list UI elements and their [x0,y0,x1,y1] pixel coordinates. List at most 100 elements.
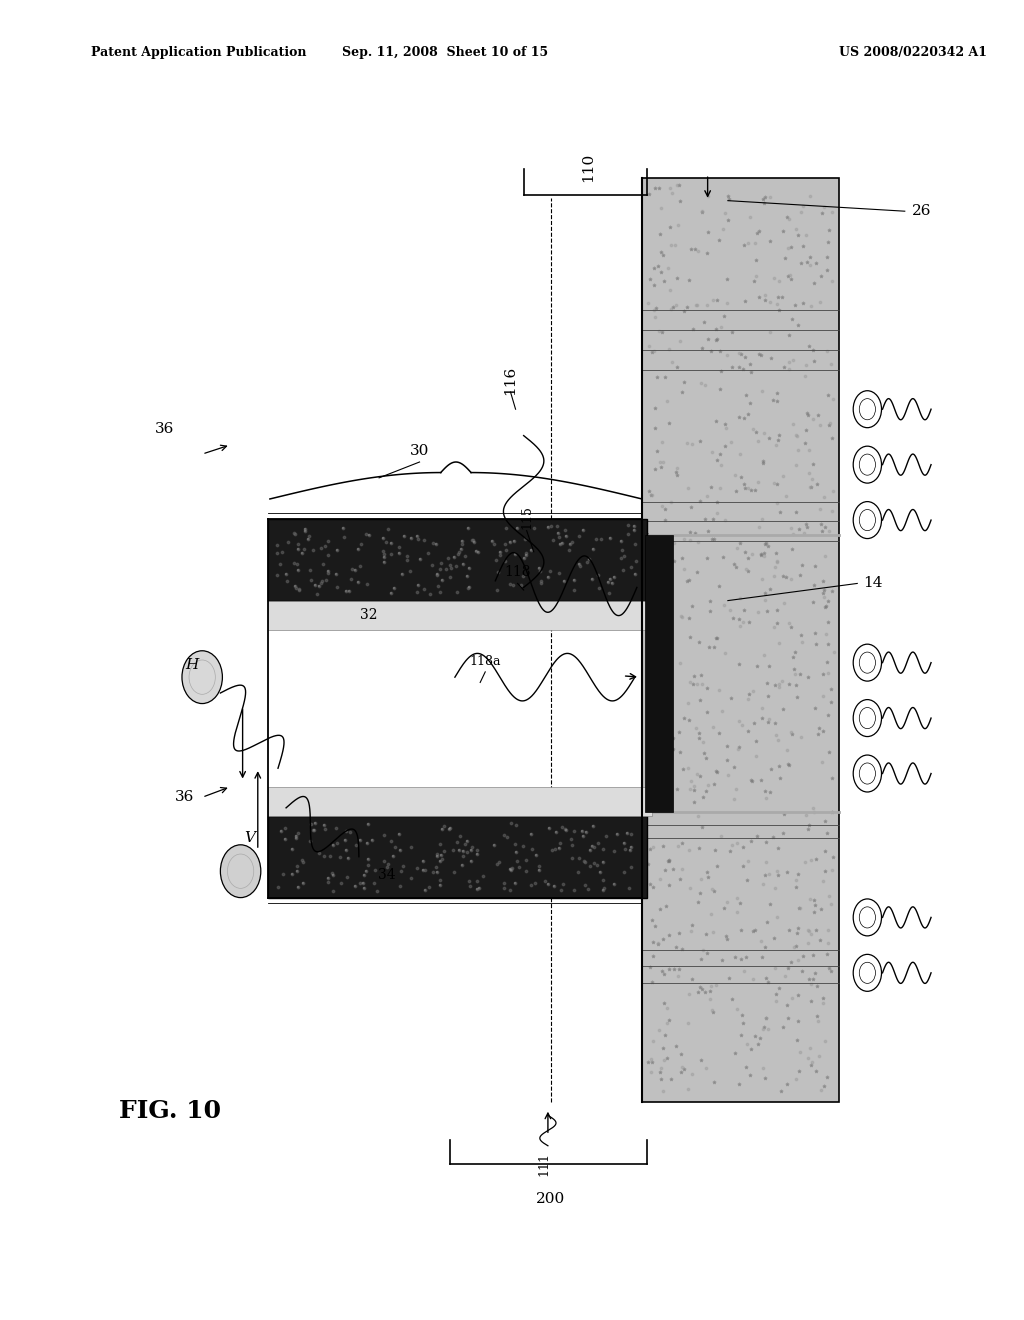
Point [739,1034,756,1055]
Point [816,1074,833,1096]
Point [563,829,580,850]
Point [338,840,354,861]
Point [609,824,626,845]
Point [790,440,806,461]
Point [684,595,700,616]
Point [383,582,399,603]
Point [297,520,313,541]
Point [803,296,819,317]
Point [463,840,479,861]
Point [339,847,355,869]
Point [815,987,831,1008]
Point [442,566,459,587]
Point [338,840,354,861]
Text: 111: 111 [538,1152,550,1176]
Point [415,859,431,880]
Point [762,292,778,313]
Point [457,833,473,854]
Point [821,219,838,240]
Point [640,183,656,205]
Point [286,553,302,574]
Point [337,829,353,850]
Point [812,414,828,436]
Point [805,944,821,965]
Point [745,418,762,440]
Point [823,354,840,375]
Point [787,454,804,475]
Point [682,876,698,898]
Point [352,873,369,894]
Point [645,837,662,858]
Point [799,252,815,273]
Point [649,933,666,954]
Point [689,982,706,1003]
Point [488,853,505,874]
Point [627,564,643,585]
Point [674,1056,690,1077]
Point [457,545,473,566]
Point [309,583,326,605]
Point [460,577,476,598]
Point [641,612,657,634]
Point [319,867,336,888]
Point [303,569,319,590]
Point [805,409,821,430]
Point [691,491,708,512]
Point [790,1011,806,1032]
Point [734,611,751,632]
Point [788,876,805,898]
Point [442,554,459,576]
Point [338,581,354,602]
Point [681,983,697,1005]
Point [659,704,676,725]
Point [547,838,563,859]
Point [595,851,611,873]
Point [662,178,678,199]
Point [801,814,817,836]
Point [670,215,686,236]
Point [662,216,678,238]
Point [815,570,831,591]
Point [807,634,823,655]
Point [420,543,436,564]
Point [700,636,717,657]
Point [459,841,475,862]
Point [442,557,459,578]
Point [785,936,802,957]
Point [674,607,690,628]
Point [673,1061,689,1082]
Point [544,840,560,861]
Point [647,306,664,327]
Point [512,574,528,595]
Point [770,286,786,308]
Point [454,854,470,875]
Point [382,533,398,554]
Point [540,516,556,537]
Point [598,825,614,846]
Point [702,477,719,498]
Point [719,892,735,913]
Point [569,862,586,883]
Point [660,850,677,871]
Point [599,572,615,593]
Point [823,692,840,713]
Point [757,780,773,801]
Point [656,791,673,812]
Point [669,779,685,800]
Point [379,857,395,878]
Point [664,298,680,319]
Point [681,840,697,861]
Point [713,825,729,846]
Point [359,855,376,876]
Point [817,623,834,644]
Point [393,861,410,882]
Point [681,569,697,590]
Point [684,915,700,936]
Point [811,1045,827,1067]
Point [736,290,753,312]
Point [775,1016,792,1038]
Point [681,607,697,628]
Point [580,879,596,900]
Point [760,685,776,706]
Point [329,833,345,854]
